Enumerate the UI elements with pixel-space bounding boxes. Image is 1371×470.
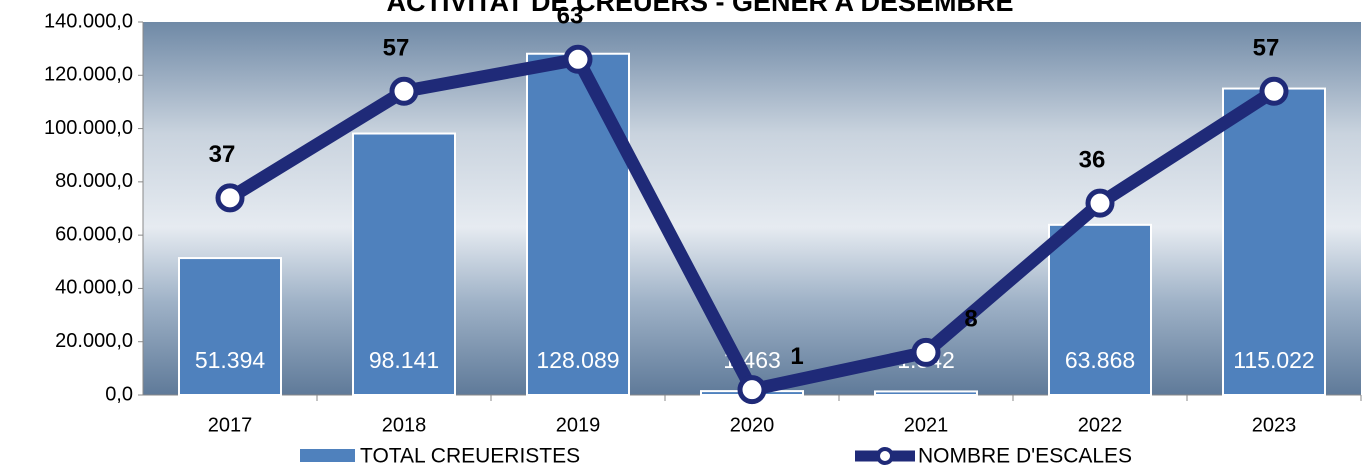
bar xyxy=(179,258,281,395)
y-tick-label: 100.000,0 xyxy=(44,117,133,139)
plot-background xyxy=(143,22,1361,395)
line-value-label: 1 xyxy=(790,343,803,370)
line-marker xyxy=(740,378,764,402)
y-tick-label: 0,0 xyxy=(105,383,133,405)
legend-label: TOTAL CREUERISTES xyxy=(360,445,580,468)
y-tick-label: 80.000,0 xyxy=(55,170,133,192)
chart: ACTIVITAT DE CREUERS - GENER A DESEMBRE … xyxy=(0,0,1371,470)
line-value-label: 63 xyxy=(557,3,584,30)
bar xyxy=(875,391,977,395)
bar-value-label: 51.394 xyxy=(195,347,266,373)
legend-marker xyxy=(878,449,892,463)
y-tick-label: 40.000,0 xyxy=(55,277,133,299)
y-tick-label: 120.000,0 xyxy=(44,64,133,86)
bar-value-label: 98.141 xyxy=(369,347,439,373)
y-tick-label: 20.000,0 xyxy=(55,330,133,352)
line-value-label: 8 xyxy=(964,306,977,333)
x-tick-label: 2020 xyxy=(730,414,775,436)
line-marker xyxy=(914,340,938,364)
x-tick-label: 2022 xyxy=(1078,414,1123,436)
line-marker xyxy=(218,186,242,210)
line-value-label: 37 xyxy=(209,141,236,168)
legend-label: NOMBRE D'ESCALES xyxy=(918,445,1132,468)
bar xyxy=(527,54,629,395)
x-tick-label: 2023 xyxy=(1252,414,1297,436)
chart-title: ACTIVITAT DE CREUERS - GENER A DESEMBRE xyxy=(386,0,1013,17)
y-tick-label: 60.000,0 xyxy=(55,223,133,245)
bar-value-label: 128.089 xyxy=(536,347,619,373)
line-marker xyxy=(392,79,416,103)
line-marker xyxy=(566,47,590,71)
line-marker xyxy=(1088,191,1112,215)
line-marker xyxy=(1262,79,1286,103)
x-tick-label: 2019 xyxy=(556,414,601,436)
y-tick-label: 140.000,0 xyxy=(44,10,133,32)
line-value-label: 36 xyxy=(1079,147,1106,174)
x-tick-label: 2017 xyxy=(208,414,253,436)
legend-swatch xyxy=(300,449,355,462)
line-value-label: 57 xyxy=(383,35,410,62)
bar-value-label: 63.868 xyxy=(1065,347,1135,373)
line-value-label: 57 xyxy=(1253,35,1280,62)
x-tick-label: 2018 xyxy=(382,414,427,436)
bar-value-label: 115.022 xyxy=(1233,347,1314,373)
x-tick-label: 2021 xyxy=(904,414,949,436)
